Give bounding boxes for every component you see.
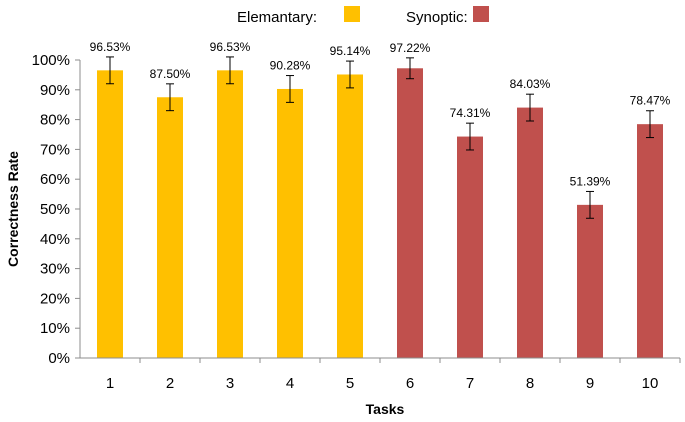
bars xyxy=(97,68,663,359)
data-label: 96.53% xyxy=(90,40,131,54)
y-tick-label: 40% xyxy=(40,231,70,248)
legend-label-elementary: Elemantary: xyxy=(237,9,317,26)
y-tick-label: 70% xyxy=(40,141,70,158)
y-tick-label: 60% xyxy=(40,171,70,188)
x-axis-title: Tasks xyxy=(366,401,405,417)
bar xyxy=(277,88,303,358)
error-bars xyxy=(106,56,654,219)
data-label: 90.28% xyxy=(270,59,311,73)
legend-swatch-elementary xyxy=(344,6,360,22)
data-label: 78.47% xyxy=(630,94,671,108)
legend-swatch-synoptic xyxy=(473,6,489,22)
error-bar xyxy=(226,56,234,85)
error-bar xyxy=(346,60,354,89)
data-label: 95.14% xyxy=(330,44,371,58)
bar xyxy=(457,136,483,358)
y-tick-label: 10% xyxy=(40,320,70,337)
legend-label-synoptic: Synoptic: xyxy=(406,9,468,26)
bar xyxy=(97,70,123,358)
error-bar xyxy=(106,56,114,85)
legend: Elemantary: Synoptic: xyxy=(237,6,489,26)
x-tick-label: 10 xyxy=(642,375,659,392)
x-tick-label: 4 xyxy=(286,375,294,392)
bar xyxy=(397,68,423,359)
data-label: 87.50% xyxy=(150,67,191,81)
x-axis-ticks: 1 2 3 4 5 6 7 8 9 10 xyxy=(106,358,681,392)
bar xyxy=(157,97,183,358)
bar xyxy=(517,107,543,358)
x-tick-label: 7 xyxy=(466,375,474,392)
data-label: 51.39% xyxy=(570,174,611,188)
error-bar xyxy=(286,75,294,103)
y-tick-label: 50% xyxy=(40,201,70,218)
data-label: 97.22% xyxy=(390,41,431,55)
y-tick-label: 20% xyxy=(40,290,70,307)
x-tick-label: 1 xyxy=(106,375,114,392)
x-tick-label: 8 xyxy=(526,375,534,392)
y-axis-title: Correctness Rate xyxy=(5,151,21,267)
data-labels: 96.53% 87.50% 96.53% 90.28% 95.14% 97.22% 74.3… xyxy=(90,40,671,189)
y-tick-label: 100% xyxy=(32,52,70,69)
data-label: 84.03% xyxy=(510,77,551,91)
x-tick-label: 9 xyxy=(586,375,594,392)
bar xyxy=(577,204,603,358)
error-bar xyxy=(646,110,654,139)
x-tick-label: 6 xyxy=(406,375,414,392)
y-tick-label: 90% xyxy=(40,82,70,99)
error-bar xyxy=(466,122,474,151)
error-bar xyxy=(526,93,534,122)
bar xyxy=(217,70,243,358)
data-label: 96.53% xyxy=(210,40,251,54)
y-axis-ticks: 0% 10% 20% 30% 40% 50% 60% 70% 80% 90% 100% xyxy=(32,52,80,367)
y-tick-label: 80% xyxy=(40,112,70,129)
error-bar xyxy=(406,57,414,80)
error-bar xyxy=(586,190,594,219)
y-tick-label: 0% xyxy=(48,350,70,367)
bar xyxy=(637,124,663,359)
x-tick-label: 2 xyxy=(166,375,174,392)
x-tick-label: 3 xyxy=(226,375,234,392)
x-tick-label: 5 xyxy=(346,375,354,392)
y-tick-label: 30% xyxy=(40,261,70,278)
data-label: 74.31% xyxy=(450,106,491,120)
bar xyxy=(337,74,363,359)
error-bar xyxy=(166,83,174,112)
